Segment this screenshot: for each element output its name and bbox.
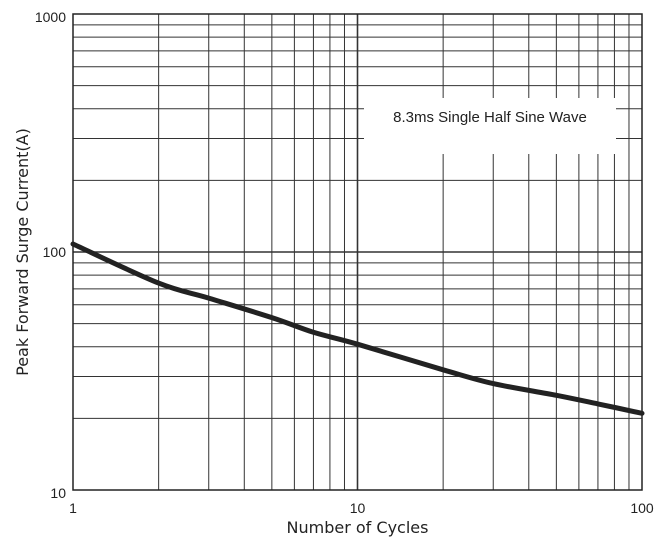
- grid-lines: [73, 14, 642, 490]
- annotation-background: [364, 98, 616, 154]
- x-axis-title: Number of Cycles: [287, 518, 429, 537]
- y-tick-label: 100: [43, 244, 67, 260]
- annotation-label: 8.3ms Single Half Sine Wave: [393, 109, 587, 126]
- plot-frame: [72, 13, 643, 491]
- y-tick-label: 1000: [35, 9, 66, 25]
- x-tick-label: 1: [69, 500, 77, 516]
- series-line-surge-current: [70, 241, 645, 416]
- x-tick-label: 10: [350, 500, 366, 516]
- y-axis-title: Peak Forward Surge Current(A): [13, 128, 32, 376]
- y-tick-label: 10: [50, 485, 66, 501]
- x-tick-label: 100: [630, 500, 654, 516]
- annotation-box: 8.3ms Single Half Sine Wave: [364, 98, 616, 154]
